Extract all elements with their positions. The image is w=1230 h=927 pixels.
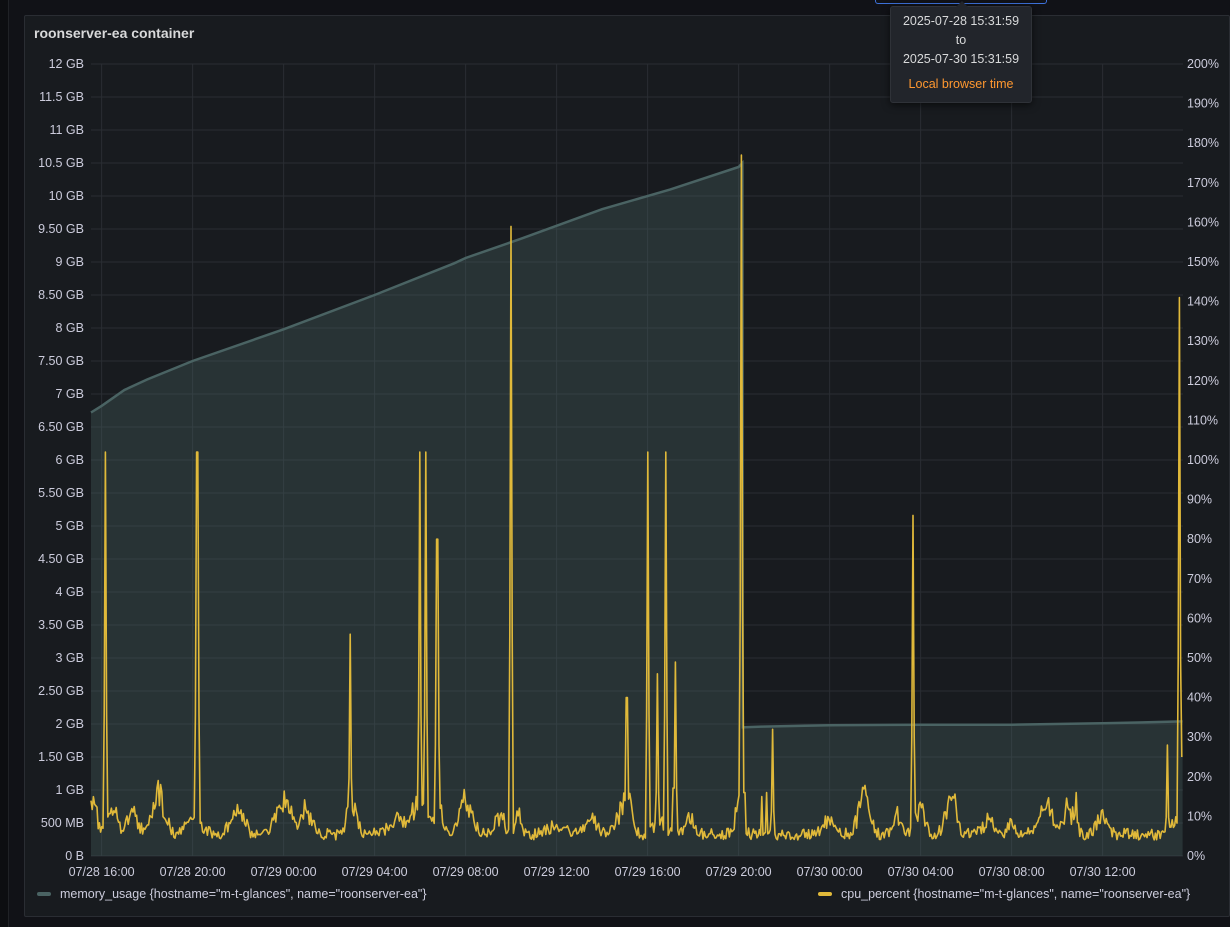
y-right-tick-label: 190% [1187,97,1219,111]
y-right-tick-label: 130% [1187,334,1219,348]
x-tick-label: 07/29 20:00 [706,865,772,879]
x-tick-label: 07/30 08:00 [979,865,1045,879]
y-left-tick-label: 7.50 GB [38,354,84,368]
y-left-tick-label: 500 MB [41,816,84,830]
y-right-tick-label: 160% [1187,215,1219,229]
y-right-tick-label: 170% [1187,176,1219,190]
tooltip-to-label: to [955,33,967,47]
y-right-tick-label: 70% [1187,572,1212,586]
cpu-percent-line [90,154,1183,841]
tooltip-arrow [956,1,968,7]
y-left-tick-label: 5 GB [56,519,85,533]
y-right-tick-label: 180% [1187,136,1219,150]
x-tick-label: 07/28 16:00 [69,865,135,879]
y-left-tick-label: 9 GB [56,255,85,269]
y-left-tick-label: 8 GB [56,321,85,335]
x-tick-label: 07/28 20:00 [160,865,226,879]
x-tick-label: 07/29 08:00 [433,865,499,879]
y-left-tick-label: 6 GB [56,453,85,467]
y-right-tick-label: 90% [1187,493,1212,507]
time-range-tooltip: 2025-07-28 15:31:59 to 2025-07-30 15:31:… [890,1,1032,103]
app-left-gutter [0,0,9,927]
y-right-tick-label: 50% [1187,651,1212,665]
y-left-tick-label: 1 GB [56,783,85,797]
legend-swatch-memory [37,892,51,896]
tooltip-end-time: 2025-07-30 15:31:59 [902,52,1020,66]
legend-label-memory: memory_usage {hostname="m-t-glances", na… [60,887,427,901]
y-left-tick-label: 2 GB [56,717,85,731]
y-right-tick-label: 110% [1187,413,1218,427]
y-left-tick-label: 8.50 GB [38,288,84,302]
x-tick-label: 07/29 00:00 [251,865,317,879]
y-right-tick-label: 100% [1187,453,1219,467]
y-right-tick-label: 60% [1187,611,1212,625]
x-tick-label: 07/30 00:00 [797,865,863,879]
y-left-tick-label: 11 GB [49,123,84,137]
y-left-tick-label: 4.50 GB [38,552,84,566]
y-right-tick-label: 20% [1187,770,1212,784]
legend-label-cpu: cpu_percent {hostname="m-t-glances", nam… [841,887,1191,901]
y-left-tick-label: 6.50 GB [38,420,84,434]
legend-item-cpu[interactable]: cpu_percent {hostname="m-t-glances", nam… [818,887,1190,901]
memory-usage-line [90,159,1183,729]
y-right-tick-label: 80% [1187,532,1212,546]
y-left-tick-label: 1.50 GB [38,750,84,764]
y-right-tick-label: 0% [1187,849,1205,863]
y-left-tick-label: 11.5 GB [39,90,84,104]
x-tick-label: 07/29 04:00 [342,865,408,879]
tooltip-start-time: 2025-07-28 15:31:59 [902,14,1020,28]
y-left-tick-label: 10 GB [49,189,84,203]
y-right-tick-label: 30% [1187,730,1212,744]
chart-panel: 0 B 500 MB 1 GB 1.50 GB 2 GB 2.50 GB 3 GB 3.50 … [24,15,1230,917]
y-right-tick-label: 140% [1187,295,1219,309]
y-left-tick-label: 2.50 GB [38,684,84,698]
memory-usage-area [91,163,1183,856]
tooltip-timezone: Local browser time [908,77,1014,91]
legend-swatch-cpu [818,892,832,896]
x-tick-label: 07/29 12:00 [524,865,590,879]
y-left-tick-label: 5.50 GB [38,486,84,500]
x-tick-label: 07/30 12:00 [1070,865,1136,879]
y-left-tick-label: 3.50 GB [38,618,84,632]
y-left-tick-label: 9.50 GB [38,222,84,236]
timeseries-chart: 0 B 500 MB 1 GB 1.50 GB 2 GB 2.50 GB 3 GB 3.50 … [38,57,1219,879]
y-left-tick-label: 4 GB [56,585,85,599]
y-left-tick-label: 10.5 GB [38,156,84,170]
panel-title: roonserver-ea container [34,25,195,41]
y-right-tick-label: 120% [1187,374,1219,388]
y-right-tick-label: 200% [1187,57,1219,71]
y-right-tick-label: 40% [1187,691,1212,705]
x-tick-label: 07/30 04:00 [888,865,954,879]
y-right-tick-label: 10% [1187,809,1212,823]
y-left-tick-label: 12 GB [49,57,84,71]
y-right-tick-label: 150% [1187,255,1219,269]
y-left-tick-label: 7 GB [56,387,85,401]
legend-item-memory[interactable]: memory_usage {hostname="m-t-glances", na… [37,887,427,901]
x-tick-label: 07/29 16:00 [615,865,681,879]
y-left-tick-label: 0 B [65,849,84,863]
y-left-tick-label: 3 GB [56,651,85,665]
